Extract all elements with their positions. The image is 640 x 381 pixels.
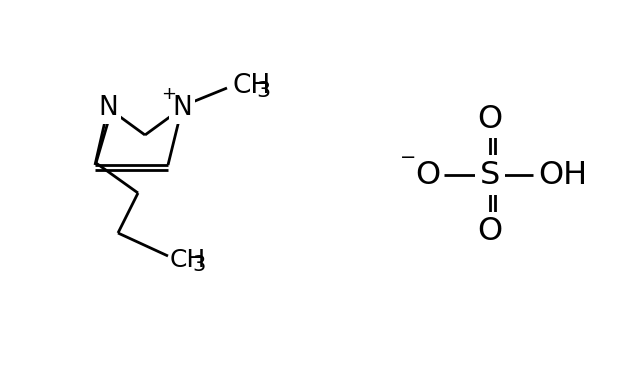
Text: 3: 3 xyxy=(256,81,270,101)
Text: N: N xyxy=(98,95,118,121)
Text: S: S xyxy=(480,160,500,190)
Text: CH: CH xyxy=(232,73,270,99)
Text: O: O xyxy=(477,104,502,134)
Text: O: O xyxy=(415,160,440,190)
Text: 3: 3 xyxy=(192,255,205,275)
Text: N: N xyxy=(172,95,192,121)
Text: +: + xyxy=(161,85,177,103)
Text: CH: CH xyxy=(170,248,206,272)
Text: OH: OH xyxy=(538,160,587,190)
Text: O: O xyxy=(477,216,502,247)
Text: −: − xyxy=(400,147,416,166)
